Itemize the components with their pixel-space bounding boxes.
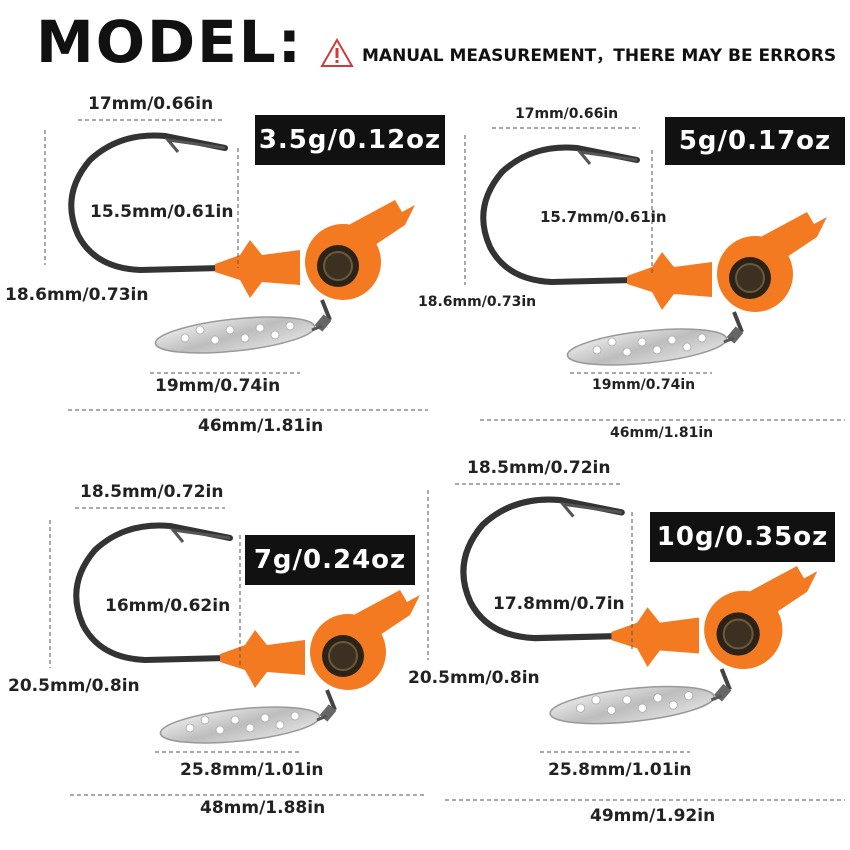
dimension-lines bbox=[44, 119, 845, 801]
weight-badge: 7g/0.24oz bbox=[245, 535, 415, 585]
warning-text: MANUAL MEASUREMENT，THERE MAY BE ERRORS bbox=[362, 45, 837, 66]
height-label: 18.6mm/0.73in bbox=[5, 285, 149, 305]
blade-label: 25.8mm/1.01in bbox=[180, 760, 324, 780]
page-title: MODEL: bbox=[36, 8, 303, 76]
weight-badge: 10g/0.35oz bbox=[650, 512, 835, 562]
hook-gap-label: 17mm/0.66in bbox=[515, 106, 619, 122]
shank-label: 17.8mm/0.7in bbox=[493, 594, 625, 614]
length-label: 46mm/1.81in bbox=[610, 425, 714, 441]
blade-label: 19mm/0.74in bbox=[155, 376, 281, 396]
warning-triangle-icon bbox=[320, 38, 354, 67]
length-label: 48mm/1.88in bbox=[200, 798, 326, 818]
measurement-warning: MANUAL MEASUREMENT，THERE MAY BE ERRORS bbox=[320, 38, 836, 68]
height-label: 18.6mm/0.73in bbox=[418, 294, 537, 310]
hook-gap-label: 17mm/0.66in bbox=[88, 94, 214, 114]
shank-label: 16mm/0.62in bbox=[105, 596, 231, 616]
lure-model-1 bbox=[71, 136, 415, 360]
blade-label: 19mm/0.74in bbox=[592, 377, 696, 393]
blade-label: 25.8mm/1.01in bbox=[548, 760, 692, 780]
shank-label: 15.7mm/0.61in bbox=[540, 208, 667, 226]
weight-badge: 3.5g/0.12oz bbox=[255, 115, 445, 165]
length-label: 49mm/1.92in bbox=[590, 806, 716, 826]
height-label: 20.5mm/0.8in bbox=[408, 668, 540, 688]
height-label: 20.5mm/0.8in bbox=[8, 676, 140, 696]
lure-model-2 bbox=[483, 148, 827, 372]
hook-gap-label: 18.5mm/0.72in bbox=[80, 482, 224, 502]
hook-gap-label: 18.5mm/0.72in bbox=[467, 458, 611, 478]
length-label: 46mm/1.81in bbox=[198, 416, 324, 436]
shank-label: 15.5mm/0.61in bbox=[90, 202, 234, 222]
weight-badge: 5g/0.17oz bbox=[665, 117, 845, 165]
